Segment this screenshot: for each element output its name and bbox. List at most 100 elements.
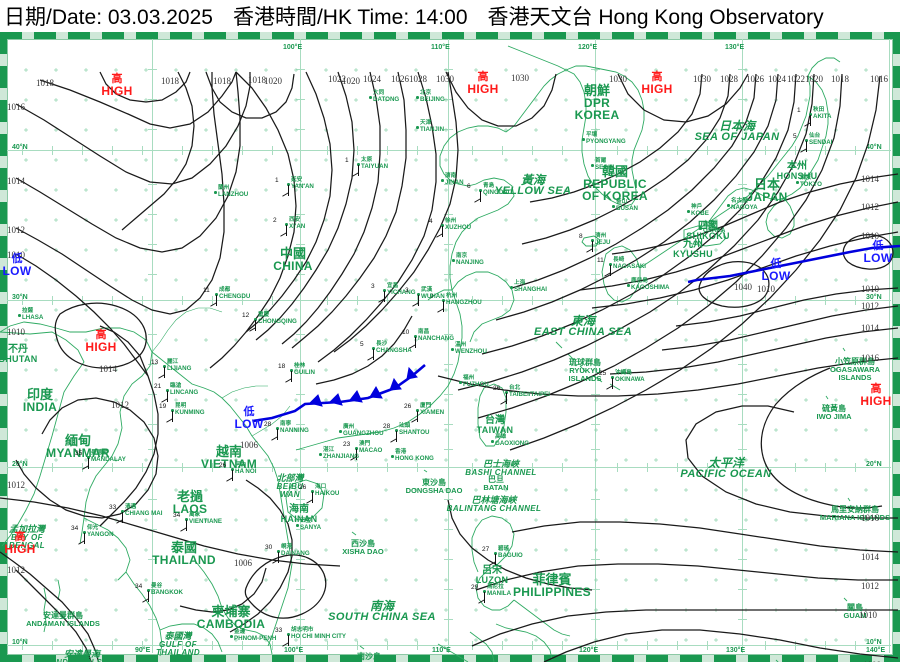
high-pressure-marker-5[interactable]: 高 HIGH: [860, 383, 891, 407]
isobar-label-1014-28: 1014: [861, 174, 879, 184]
station-dot-nagoya: [727, 204, 730, 207]
station-dot-vientiane: [185, 518, 188, 521]
country-label-cn: 四國: [697, 221, 718, 232]
city-label-cn: 昆明: [175, 403, 187, 409]
temperature-value: 26: [299, 484, 307, 491]
isobar-label-1016-21: 1016: [7, 102, 25, 112]
high-marker-cn: 高: [870, 383, 882, 395]
low-pressure-marker-7[interactable]: 低 LOW: [235, 406, 264, 430]
country-label-en: BHUTAN: [0, 354, 38, 364]
wind-barb-xi-an: [286, 225, 287, 236]
wind-barb-ha-noi: [232, 470, 233, 481]
station-dot-shanghai: [510, 286, 513, 289]
country-label-cn: 不丹: [7, 344, 28, 355]
city-label-en: HO CHI MINH CITY: [291, 632, 346, 640]
city-label-en: NAGOYA: [731, 203, 758, 211]
country-label-ryukyu: 琉球群島 RYUKYU ISLANDS: [569, 359, 602, 382]
low-pressure-marker-6[interactable]: 低 LOW: [3, 253, 32, 277]
temperature-value: 3: [405, 287, 409, 294]
wind-barb-jeju: [592, 241, 593, 252]
temperature-value: 13: [151, 359, 159, 366]
station-dot-tianjin: [416, 126, 419, 129]
city-label-guangzhou: 廣州 GUANGZHOU: [343, 424, 384, 437]
country-label-en: MYANMAR: [46, 446, 110, 460]
temperature-value: 19: [159, 403, 167, 410]
city-label-ho-chi-minh-city: 胡志明市 HO CHI MINH CITY: [291, 627, 346, 640]
isobar-label-1014-40: 1014: [99, 364, 117, 374]
country-label-republic: 韓國 REPUBLIC OF KOREA: [582, 165, 648, 202]
temperature-value: 30: [265, 544, 273, 551]
city-label-en: LINCANG: [170, 388, 199, 396]
city-label-cn: 曼德勒: [91, 450, 108, 456]
high-pressure-marker-3[interactable]: 高 HIGH: [85, 329, 116, 353]
city-label-en: GAOXIONG: [495, 439, 530, 447]
city-label-cn: 萬象: [189, 512, 201, 518]
station-dot-guangzhou: [339, 430, 342, 433]
wind-barb-ho-chi-minh-city: [288, 635, 289, 646]
wind-barb-taiyuan: [358, 165, 359, 176]
sea-label-bay-of: 孟加拉灣 BAY OF BENGAL: [9, 525, 45, 550]
map-frame-top: [0, 32, 900, 39]
temperature-value: 35: [75, 450, 83, 457]
city-label-cn: 南寧: [280, 421, 292, 427]
high-pressure-marker-0[interactable]: 高 HIGH: [101, 73, 132, 97]
high-pressure-marker-4[interactable]: 高 HIGH: [4, 531, 35, 555]
city-label-cn: 胡志明市: [291, 627, 314, 633]
station-dot-sendai: [805, 139, 808, 142]
city-label-hangzhou: 杭州 HANGZHOU: [446, 293, 482, 306]
isobar-label-1026-15: 1026: [746, 74, 764, 84]
city-label-nanjing: 南京 NANJING: [456, 253, 484, 266]
city-label-xiamen: 廈門 XIAMEN: [420, 403, 444, 416]
city-label-cn: 西安: [289, 217, 301, 223]
sea-label-en: ANDAMAN SEA: [50, 659, 114, 662]
station-dot-lanzhou: [214, 191, 217, 194]
low-pressure-marker-9[interactable]: 低 LOW: [864, 240, 893, 264]
country-label-en: DONGSHA DAO: [405, 486, 463, 495]
issuing-agency-label: 香港天文台 Hong Kong Observatory: [487, 6, 824, 29]
high-marker-en: HIGH: [467, 82, 499, 97]
station-dot-akita: [809, 113, 812, 116]
sea-label-en: GULF OF THAILAND: [155, 640, 201, 657]
station-dot-macao: [355, 447, 358, 450]
station-dot-zhanjiang: [319, 453, 322, 456]
low-pressure-marker-8[interactable]: 低 LOW: [762, 258, 791, 282]
city-label-cn: 清邁: [125, 504, 137, 510]
temperature-value: 18: [278, 363, 286, 370]
station-dot-nanchang: [414, 335, 417, 338]
isobar-label-1024-16: 1024: [768, 74, 786, 84]
wind-barb-da-nang: [278, 552, 279, 563]
country-label-en: HAINAN: [280, 514, 318, 524]
city-label-nagasaki: 長崎 NAGASAKI: [613, 257, 646, 270]
temperature-value: 26: [493, 385, 501, 392]
wind-barb-nagasaki: [610, 265, 611, 276]
country-label-en: JAPAN: [746, 190, 788, 204]
city-label-akita: 秋田 AKITA: [813, 107, 831, 120]
chart-date-label: 日期/Date: 03.03.2025: [4, 6, 213, 29]
high-marker-cn: 高: [14, 531, 26, 543]
wind-barb-okinawa: [612, 378, 613, 389]
city-label-hong-kong: 香港 HONG KONG: [395, 449, 434, 462]
city-label-manila: 馬尼拉 MANILA: [487, 584, 511, 597]
meridian-120E: [595, 39, 596, 653]
high-pressure-marker-2[interactable]: 高 HIGH: [641, 71, 672, 95]
city-label-en: GUANGZHOU: [343, 429, 384, 437]
city-label-cn: 神戶: [691, 204, 703, 210]
city-label-cn: 大阪: [703, 221, 715, 227]
city-label-cn: 釜山: [616, 199, 628, 205]
city-label-cn: 延安: [291, 177, 303, 183]
chart-time-label: 香港時間/HK Time: 14:00: [232, 6, 468, 29]
city-label-cn: 南京: [456, 253, 468, 259]
isobar-label-1040-46: 1040: [734, 282, 752, 292]
station-dot-pyongyang: [582, 138, 585, 141]
surface-weather-chart[interactable]: 40°N 30°N 20°N 10°N 40°N 30°N 20°N 10°N …: [0, 32, 900, 662]
country-label-cn: 老撾: [176, 489, 204, 504]
sea-label-beibu: 北部灣 BEIBU WAN: [276, 474, 303, 499]
sea-label-bashi-channel: 巴士海峽 BASHI CHANNEL: [465, 460, 536, 477]
isobar-label-1028-14: 1028: [720, 74, 738, 84]
isobar-label-1016-34: 1016: [861, 353, 879, 363]
country-label-vietnam: 越南 VIETNAM: [201, 445, 257, 470]
country-label-dpr: 朝鮮 DPR KOREA: [575, 84, 620, 121]
grat-label-30N-right: 30°N: [866, 294, 882, 301]
city-label-gaoxiong: 高雄 GAOXIONG: [495, 434, 530, 447]
high-pressure-marker-1[interactable]: 高 HIGH: [467, 71, 499, 97]
